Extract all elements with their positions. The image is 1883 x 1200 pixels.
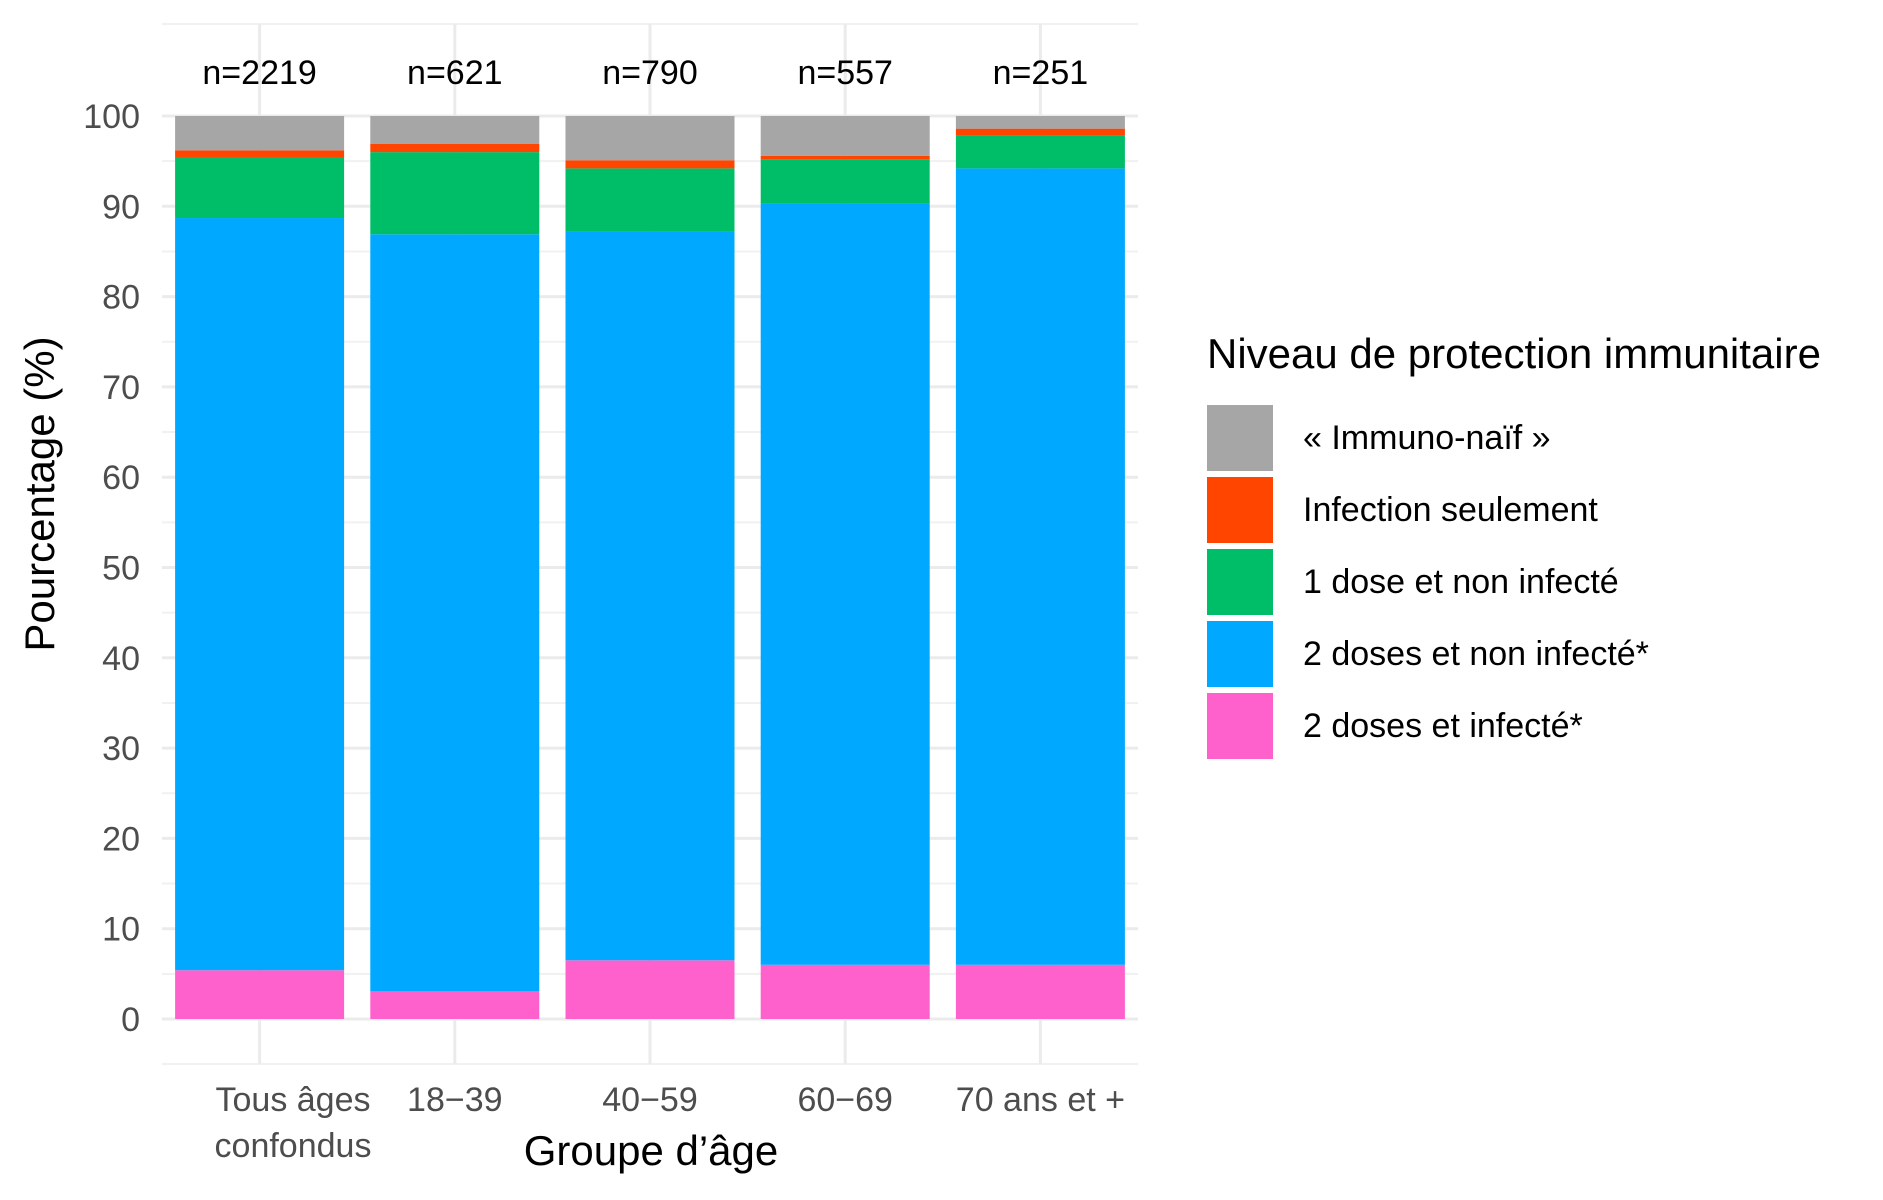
sample-size-label: n=621 — [407, 54, 503, 92]
bar-segment — [760, 155, 930, 160]
y-tick-label: 50 — [102, 550, 140, 588]
sample-size-label: n=251 — [993, 54, 1089, 92]
bar-segment — [955, 168, 1125, 965]
legend-label: Infection seulement — [1303, 490, 1598, 529]
bar-segment — [955, 116, 1125, 129]
y-tick-label: 70 — [102, 369, 140, 407]
bar-segment — [370, 152, 540, 235]
x-tick-label: Tous âges confondus — [215, 1081, 372, 1165]
x-axis-title: Groupe d’âge — [524, 1127, 779, 1174]
legend-item: 2 doses et non infecté* — [1207, 618, 1821, 690]
y-axis-title: Pourcentage (%) — [16, 336, 63, 651]
bar-segment — [955, 135, 1125, 169]
legend-item: 1 dose et non infecté — [1207, 546, 1821, 618]
bar-segment — [565, 231, 735, 961]
bar-segment — [370, 991, 540, 1019]
bar-segment — [565, 960, 735, 1019]
y-tick-label: 100 — [83, 98, 140, 136]
y-tick-label: 40 — [102, 640, 140, 678]
legend-label: 1 dose et non infecté — [1303, 562, 1619, 601]
legend-title: Niveau de protection immunitaire — [1207, 330, 1821, 377]
bar-segment — [760, 116, 930, 156]
y-tick-label: 20 — [102, 820, 140, 858]
legend-swatch — [1207, 405, 1273, 471]
legend-items: « Immuno-naïf » Infection seulement 1 dose… — [1207, 402, 1821, 762]
x-tick-label: 18−39 — [407, 1081, 503, 1119]
bar-segment — [760, 964, 930, 1019]
sample-size-label: n=2219 — [202, 54, 316, 92]
y-tick-label: 90 — [102, 188, 140, 226]
bar-segment — [760, 159, 930, 204]
y-tick-label: 60 — [102, 459, 140, 497]
y-tick-label: 10 — [102, 911, 140, 949]
bar-segment — [175, 150, 345, 158]
sample-size-label: n=790 — [602, 54, 698, 92]
y-tick-label: 80 — [102, 279, 140, 317]
legend-label: 2 doses et infecté* — [1303, 706, 1583, 745]
bar-segment — [175, 218, 345, 971]
bar-segment — [760, 203, 930, 965]
legend-item: « Immuno-naïf » — [1207, 402, 1821, 474]
legend-swatch — [1207, 549, 1273, 615]
legend-label: 2 doses et non infecté* — [1303, 634, 1649, 673]
x-tick-label: 40−59 — [602, 1081, 698, 1119]
x-tick-label: 70 ans et + — [956, 1081, 1125, 1119]
x-tick-label: 60−69 — [797, 1081, 893, 1119]
y-tick-label: 0 — [121, 1001, 140, 1039]
legend: Niveau de protection immunitaire « Immun… — [1207, 330, 1821, 762]
legend-item: 2 doses et infecté* — [1207, 690, 1821, 762]
bar-segment — [565, 116, 735, 161]
bar-segment — [370, 116, 540, 144]
legend-swatch — [1207, 621, 1273, 687]
legend-item: Infection seulement — [1207, 474, 1821, 546]
bar-segment — [175, 157, 345, 219]
legend-label: « Immuno-naïf » — [1303, 418, 1551, 457]
bars — [175, 116, 1125, 1019]
axes: 0 10 20 30 40 50 60 70 80 90 100 Tous âges confondus… — [83, 54, 1125, 1165]
legend-swatch — [1207, 477, 1273, 543]
bar-segment — [370, 143, 540, 153]
sample-size-label: n=557 — [797, 54, 893, 92]
bar-segment — [955, 964, 1125, 1019]
bar-segment — [175, 116, 345, 151]
bar-segment — [175, 970, 345, 1019]
bar-segment — [955, 128, 1125, 136]
legend-swatch — [1207, 693, 1273, 759]
y-tick-label: 30 — [102, 730, 140, 768]
bar-segment — [565, 160, 735, 169]
bar-segment — [565, 168, 735, 232]
bar-segment — [370, 234, 540, 992]
